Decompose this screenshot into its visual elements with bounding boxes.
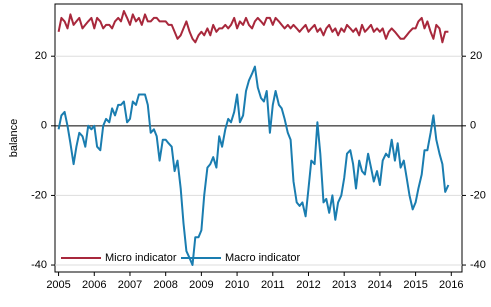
line <box>57 10 449 44</box>
x-tick-label: 2009 <box>189 279 213 291</box>
x-tick-label: 2014 <box>368 279 392 291</box>
x-tick-label: 2012 <box>296 279 320 291</box>
x-tick-label: 2016 <box>439 279 463 291</box>
y2-tick-label: 0 <box>470 120 476 132</box>
legend-label: Macro indicator <box>225 252 301 264</box>
x-tick-label: 2015 <box>403 279 427 291</box>
y-tick-label: -20 <box>31 189 47 201</box>
y-tick-label: -40 <box>31 259 47 271</box>
x-tick-label: 2013 <box>332 279 356 291</box>
legend-label: Micro indicator <box>105 252 177 264</box>
y-axis-label: balance <box>8 119 20 158</box>
x-tick-label: 2005 <box>46 279 70 291</box>
y2-tick-label: -20 <box>470 189 486 201</box>
x-tick-label: 2008 <box>153 279 177 291</box>
line <box>57 65 450 266</box>
x-tick-label: 2010 <box>225 279 249 291</box>
y2-tick-label: -40 <box>470 259 486 271</box>
x-tick-label: 2011 <box>261 279 285 291</box>
y2-tick-label: 20 <box>470 50 482 62</box>
x-tick-label: 2006 <box>82 279 106 291</box>
plot-frame <box>54 3 463 273</box>
x-tick-label: 2007 <box>118 279 142 291</box>
y-tick-label: 0 <box>41 120 47 132</box>
y-tick-label: 20 <box>35 50 47 62</box>
